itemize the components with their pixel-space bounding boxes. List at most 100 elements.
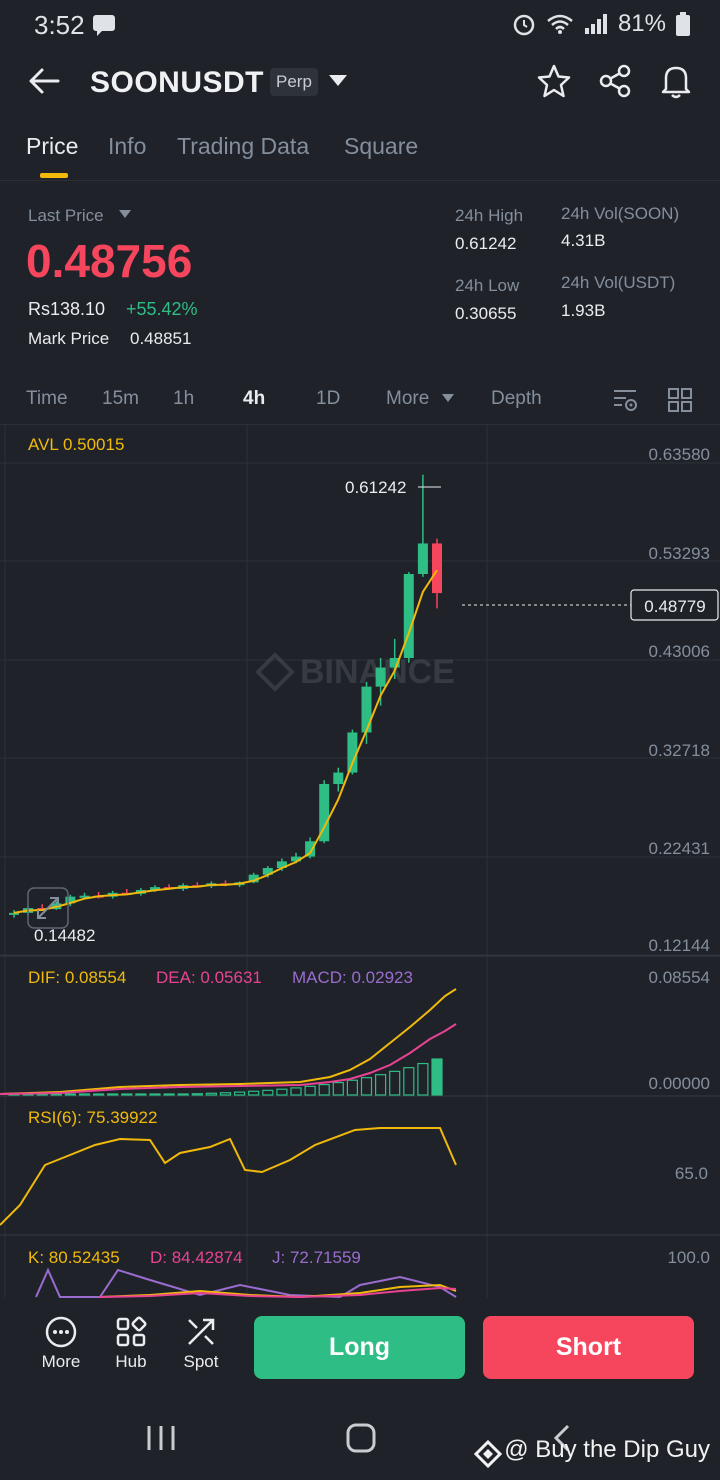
rsi-line <box>0 1127 457 1226</box>
indicator-settings-icon[interactable] <box>612 387 638 413</box>
macd-bar <box>92 1093 105 1096</box>
star-icon[interactable] <box>537 64 571 98</box>
macd-bar <box>219 1092 232 1096</box>
battery-percent: 81% <box>617 10 666 37</box>
status-time: 3:52 <box>34 10 85 40</box>
interval-bar: Time 15m 1h 4h 1D More Depth <box>0 378 720 425</box>
back-arrow-icon[interactable] <box>28 66 62 96</box>
candle-body <box>403 573 414 658</box>
rsi-label: RSI(6): 75.39922 <box>28 1108 157 1127</box>
y-tick-label: 0.43006 <box>649 642 710 661</box>
candle-body <box>305 841 316 857</box>
dif-line <box>0 988 457 1095</box>
binance-watermark: BINANCE <box>255 652 455 692</box>
y-tick-label: 0.22431 <box>649 839 710 858</box>
interval-1d[interactable]: 1D <box>316 388 341 409</box>
dea-label: DEA: 0.05631 <box>156 968 262 987</box>
candle-body <box>417 543 428 574</box>
macd-label: MACD: 0.02923 <box>292 968 413 987</box>
share-icon[interactable] <box>598 64 632 98</box>
tab-price[interactable]: Price <box>26 133 79 159</box>
hub-button[interactable]: Hub <box>101 1316 161 1372</box>
spot-swap-icon <box>188 1318 215 1345</box>
macd-bar <box>389 1070 401 1096</box>
candle-body <box>375 667 386 687</box>
candles <box>9 474 442 918</box>
macd-bar <box>318 1083 330 1096</box>
main-tabs: Price Info Trading Data Square <box>0 125 720 181</box>
y-tick-label: 0.53293 <box>649 544 710 563</box>
hub-label: Hub <box>115 1352 147 1371</box>
macd-bar <box>191 1093 203 1096</box>
macd-bar <box>403 1067 415 1096</box>
y-tick-label: 0.12144 <box>649 936 710 955</box>
macd-bar <box>276 1088 288 1096</box>
low-value: 0.30655 <box>455 304 517 323</box>
nav-back-icon[interactable] <box>552 1424 572 1452</box>
credit-tag: @ Buy the Dip Guy <box>504 1436 710 1463</box>
binance-logo-icon <box>474 1440 502 1468</box>
current-price: 0.48779 <box>644 597 705 616</box>
ma-line <box>13 569 438 914</box>
more-button[interactable]: More <box>31 1316 91 1372</box>
high-marker: 0.61242 <box>345 478 406 497</box>
caret-down-icon[interactable] <box>442 394 454 403</box>
macd-bar <box>346 1079 358 1096</box>
caret-down-icon[interactable] <box>328 74 348 88</box>
interval-1h[interactable]: 1h <box>173 388 195 409</box>
dea-line <box>0 1023 457 1095</box>
vol-base-label: 24h Vol(SOON) <box>561 204 680 223</box>
macd-bar <box>262 1089 274 1096</box>
j-label: J: 72.71559 <box>272 1248 361 1267</box>
more-label: More <box>41 1352 81 1371</box>
current-price-tag <box>630 589 719 621</box>
system-nav-bar <box>0 1400 720 1480</box>
mark-price: 0.48851 <box>130 329 192 348</box>
more-icon <box>45 1316 77 1348</box>
bell-icon[interactable] <box>660 63 692 99</box>
interval-time[interactable]: Time <box>26 388 68 409</box>
avl-label: AVL 0.50015 <box>28 435 124 454</box>
k-label: K: 80.52435 <box>28 1248 120 1267</box>
last-price-label[interactable]: Last Price <box>28 206 104 225</box>
alarm-icon <box>513 14 535 36</box>
high-value: 0.61242 <box>455 234 517 253</box>
interval-more[interactable]: More <box>386 388 430 409</box>
caret-down-icon[interactable] <box>119 210 131 219</box>
candle-body <box>65 896 76 904</box>
short-button[interactable]: Short <box>483 1316 694 1379</box>
interval-15m[interactable]: 15m <box>102 388 139 409</box>
rsi-axis: 65.0 <box>675 1164 708 1183</box>
home-icon[interactable] <box>345 1422 377 1454</box>
candle-body <box>9 912 19 915</box>
low-marker: 0.14482 <box>34 926 95 945</box>
vol-base-value: 4.31B <box>561 231 606 250</box>
macd-bar <box>149 1093 161 1096</box>
candle-body <box>150 887 160 890</box>
symbol-title[interactable]: SOONUSDT <box>90 66 265 99</box>
tab-info[interactable]: Info <box>108 133 147 159</box>
candle-body <box>291 856 301 862</box>
macd-bar <box>290 1087 302 1096</box>
tab-trading-data[interactable]: Trading Data <box>177 133 310 159</box>
y-tick-label: 0.63580 <box>649 445 710 464</box>
spot-button[interactable]: Spot <box>171 1316 231 1372</box>
signal-icon <box>584 14 607 34</box>
tab-square[interactable]: Square <box>344 133 419 159</box>
interval-4h[interactable]: 4h <box>243 388 266 409</box>
wifi-icon <box>547 14 573 34</box>
interval-depth[interactable]: Depth <box>491 388 542 409</box>
macd-histogram <box>8 1058 443 1096</box>
price-chart[interactable]: BINANCE AVL 0.50015 0.63580 0.53293 0.43… <box>0 425 720 1298</box>
macd-bar <box>121 1093 133 1096</box>
long-button[interactable]: Long <box>254 1316 465 1379</box>
macd-bar <box>205 1092 217 1096</box>
price-change: +55.42% <box>126 299 198 319</box>
chart-grid <box>0 425 720 1298</box>
recent-apps-icon[interactable] <box>146 1424 176 1452</box>
macd-bar <box>417 1062 429 1096</box>
high-label: 24h High <box>455 206 524 225</box>
macd-bar <box>64 1093 77 1096</box>
grid-layout-icon[interactable] <box>667 387 693 413</box>
battery-icon <box>676 12 690 36</box>
